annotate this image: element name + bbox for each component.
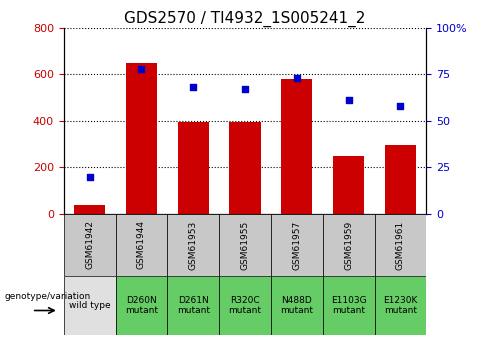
Text: GSM61961: GSM61961: [396, 220, 405, 269]
Bar: [323, 276, 374, 335]
Text: D260N
mutant: D260N mutant: [125, 296, 158, 315]
Bar: [178, 122, 209, 214]
Bar: [64, 276, 116, 335]
Point: [138, 66, 146, 71]
Text: E1103G
mutant: E1103G mutant: [331, 296, 367, 315]
Bar: [64, 214, 116, 276]
Bar: [126, 62, 157, 214]
Bar: [219, 276, 271, 335]
Text: D261N
mutant: D261N mutant: [177, 296, 210, 315]
Text: GSM61942: GSM61942: [85, 220, 94, 269]
Text: GSM61944: GSM61944: [137, 220, 146, 269]
Bar: [167, 214, 219, 276]
Bar: [74, 205, 105, 214]
Bar: [116, 214, 167, 276]
Text: wild type: wild type: [69, 301, 110, 310]
Bar: [167, 276, 219, 335]
Text: N488D
mutant: N488D mutant: [280, 296, 313, 315]
Text: R320C
mutant: R320C mutant: [228, 296, 262, 315]
Text: GDS2570 / TI4932_1S005241_2: GDS2570 / TI4932_1S005241_2: [124, 10, 366, 27]
Text: genotype/variation: genotype/variation: [5, 292, 91, 301]
Text: GSM61959: GSM61959: [344, 220, 353, 269]
Point: [189, 85, 197, 90]
Bar: [374, 214, 426, 276]
Bar: [229, 122, 261, 214]
Bar: [385, 145, 416, 214]
Bar: [333, 156, 364, 214]
Point: [86, 174, 94, 179]
Bar: [219, 214, 271, 276]
Text: GSM61957: GSM61957: [293, 220, 301, 269]
Bar: [116, 276, 167, 335]
Bar: [281, 79, 312, 214]
Point: [396, 103, 404, 109]
Point: [241, 86, 249, 92]
Bar: [374, 276, 426, 335]
Text: GSM61955: GSM61955: [241, 220, 249, 269]
Point: [344, 98, 352, 103]
Text: E1230K
mutant: E1230K mutant: [383, 296, 417, 315]
Point: [293, 75, 301, 81]
Bar: [271, 276, 323, 335]
Bar: [271, 214, 323, 276]
Text: GSM61953: GSM61953: [189, 220, 197, 269]
Bar: [323, 214, 374, 276]
